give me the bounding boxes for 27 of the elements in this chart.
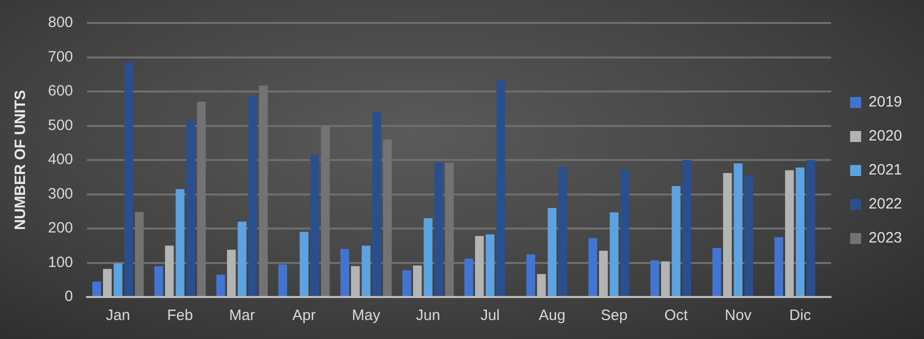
y-tick-label: 800 (48, 14, 74, 32)
y-tick-label: 0 (64, 288, 74, 306)
y-tick-label: 600 (48, 82, 74, 100)
x-tick-label: May (352, 307, 381, 324)
x-tick-label: Jan (106, 307, 130, 324)
y-axis-title: NUMBER OF UNITS (12, 90, 30, 230)
x-tick-label: Jun (416, 307, 440, 324)
x-tick-label: Mar (229, 307, 255, 324)
y-tick-label: 300 (48, 185, 74, 202)
legend-label: 2020 (868, 128, 902, 145)
legend-label: 2021 (868, 162, 902, 179)
x-tick-label: Sep (600, 307, 628, 324)
legend-label: 2022 (868, 196, 902, 213)
y-tick-label: 400 (48, 151, 74, 168)
x-tick-label: Oct (664, 307, 689, 324)
x-tick-label: Apr (292, 307, 316, 324)
x-tick-label: Feb (167, 307, 193, 324)
y-tick-label: 200 (48, 220, 74, 237)
legend-label: 2019 (868, 94, 902, 111)
x-tick-label: Aug (538, 307, 566, 324)
x-tick-label: Nov (724, 307, 752, 324)
x-tick-label: Jul (480, 307, 500, 324)
y-tick-label: 500 (48, 116, 74, 134)
y-tick-label: 700 (48, 48, 74, 66)
x-tick-label: Dic (789, 307, 812, 324)
y-tick-label: 100 (48, 254, 74, 271)
legend-label: 2023 (868, 230, 902, 247)
